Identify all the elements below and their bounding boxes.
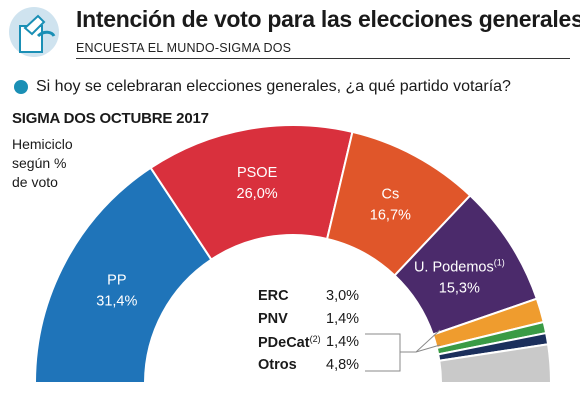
page-title: Intención de voto para las elecciones ge…	[76, 6, 580, 32]
chart-note-line-2: según %	[12, 155, 67, 171]
legend-value-pdecat: 1,4%	[326, 334, 360, 350]
segment-value-psoe: 26,0%	[237, 186, 278, 202]
legend-value-erc: 3,0%	[326, 288, 360, 304]
legend-value-pnv: 1,4%	[326, 311, 360, 327]
ballot-logo-icon	[9, 7, 59, 57]
legend-name-pnv: PNV	[258, 311, 288, 327]
subtitle-divider	[76, 58, 570, 59]
survey-question: Si hoy se celebraran elecciones generale…	[36, 78, 511, 95]
chart-note-line-3: de voto	[12, 174, 58, 190]
legend-name-erc: ERC	[258, 288, 289, 304]
page-subtitle: ENCUESTA EL MUNDO-SIGMA DOS	[76, 41, 292, 55]
legend-bracket	[365, 329, 441, 372]
chart-note-line-1: Hemiciclo	[12, 136, 73, 152]
bullet-dot-icon	[14, 80, 28, 94]
legend-value-otros: 4,8%	[326, 357, 360, 373]
segment-label-pp: PP	[107, 272, 126, 288]
segment-value-cs: 16,7%	[370, 208, 411, 224]
legend-name-pdecat: PDeCat	[258, 335, 310, 351]
chart-note: Hemiciclo según % de voto	[12, 135, 73, 192]
legend-name-pdecat-wrap: PDeCat(2)	[258, 334, 321, 351]
segment-label-cs: Cs	[381, 187, 399, 203]
segment-label-psoe: PSOE	[237, 165, 278, 181]
legend-name-otros: Otros	[258, 357, 297, 373]
segment-value-u-podemos: 15,3%	[439, 281, 480, 297]
hemicycle-segment-pp	[33, 166, 213, 384]
survey-source-label: SIGMA DOS OCTUBRE 2017	[12, 110, 209, 127]
legend-note-pdecat: (2)	[309, 334, 321, 344]
hemicycle-segment-otros	[438, 343, 553, 384]
segment-value-pp: 31,4%	[96, 293, 137, 309]
segment-label-u-podemos: U. Podemos(1)	[414, 258, 505, 276]
